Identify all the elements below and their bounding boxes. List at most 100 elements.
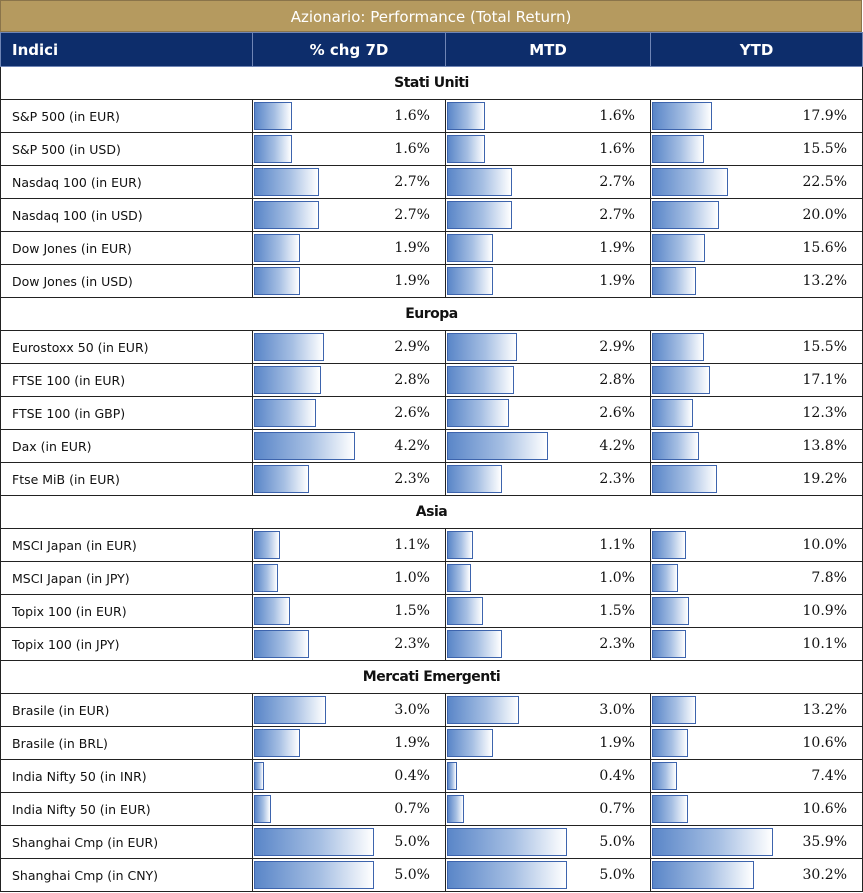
data-bar-d7: [254, 630, 309, 658]
value-cell-d7: 1.5%: [252, 594, 446, 628]
value-text-mtd: 0.7%: [599, 801, 635, 817]
data-bar-d7: [254, 795, 271, 823]
value-cell-d7: 1.9%: [252, 264, 446, 298]
table-row: Shanghai Cmp (in EUR) 5.0% 5.0% 35.9%: [0, 825, 863, 859]
value-text-ytd: 10.6%: [802, 801, 847, 817]
data-bar-mtd: [447, 597, 483, 625]
index-name: Dow Jones (in EUR): [0, 231, 253, 265]
value-cell-ytd: 35.9%: [650, 825, 863, 859]
value-cell-mtd: 2.3%: [445, 627, 651, 661]
value-cell-d7: 1.6%: [252, 132, 446, 166]
value-text-ytd: 13.2%: [802, 273, 847, 289]
value-cell-mtd: 1.5%: [445, 594, 651, 628]
value-text-mtd: 2.6%: [599, 405, 635, 421]
value-text-d7: 1.6%: [394, 108, 430, 124]
value-cell-d7: 2.7%: [252, 165, 446, 199]
value-cell-mtd: 1.6%: [445, 132, 651, 166]
value-text-ytd: 10.0%: [802, 537, 847, 553]
data-bar-ytd: [652, 861, 754, 889]
data-bar-ytd: [652, 168, 728, 196]
value-cell-ytd: 30.2%: [650, 858, 863, 892]
data-bar-mtd: [447, 531, 473, 559]
value-cell-mtd: 2.7%: [445, 198, 651, 232]
value-cell-mtd: 2.9%: [445, 330, 651, 364]
value-text-ytd: 13.2%: [802, 702, 847, 718]
table-row: FTSE 100 (in GBP) 2.6% 2.6% 12.3%: [0, 396, 863, 430]
data-bar-ytd: [652, 333, 704, 361]
value-cell-mtd: 1.6%: [445, 99, 651, 133]
table-row: MSCI Japan (in JPY) 1.0% 1.0% 7.8%: [0, 561, 863, 595]
index-name: Dow Jones (in USD): [0, 264, 253, 298]
value-text-d7: 2.7%: [394, 207, 430, 223]
table-row: Brasile (in EUR) 3.0% 3.0% 13.2%: [0, 693, 863, 727]
data-bar-d7: [254, 102, 292, 130]
value-text-d7: 2.7%: [394, 174, 430, 190]
value-text-mtd: 5.0%: [599, 867, 635, 883]
value-text-mtd: 1.5%: [599, 603, 635, 619]
data-bar-ytd: [652, 201, 719, 229]
value-cell-d7: 2.6%: [252, 396, 446, 430]
value-cell-mtd: 2.3%: [445, 462, 651, 496]
data-bar-ytd: [652, 465, 717, 493]
section-header-row: Europa: [0, 297, 863, 331]
data-bar-ytd: [652, 399, 693, 427]
value-text-ytd: 7.8%: [811, 570, 847, 586]
value-cell-mtd: 1.0%: [445, 561, 651, 595]
value-cell-d7: 0.7%: [252, 792, 446, 826]
header-row: Indici % chg 7D MTD YTD: [0, 32, 863, 67]
value-cell-mtd: 4.2%: [445, 429, 651, 463]
value-cell-d7: 1.9%: [252, 231, 446, 265]
index-name: Topix 100 (in JPY): [0, 627, 253, 661]
table-title: Azionario: Performance (Total Return): [0, 0, 862, 32]
data-bar-ytd: [652, 729, 688, 757]
value-text-d7: 1.0%: [394, 570, 430, 586]
data-bar-d7: [254, 399, 316, 427]
value-cell-ytd: 15.5%: [650, 330, 863, 364]
value-text-mtd: 5.0%: [599, 834, 635, 850]
value-cell-ytd: 19.2%: [650, 462, 863, 496]
value-text-mtd: 4.2%: [599, 438, 635, 454]
data-bar-mtd: [447, 366, 514, 394]
value-text-ytd: 12.3%: [802, 405, 847, 421]
value-text-mtd: 2.3%: [599, 636, 635, 652]
data-bar-d7: [254, 135, 292, 163]
index-name: FTSE 100 (in EUR): [0, 363, 253, 397]
index-name: Ftse MiB (in EUR): [0, 462, 253, 496]
data-bar-mtd: [447, 201, 512, 229]
table-row: Nasdaq 100 (in USD) 2.7% 2.7% 20.0%: [0, 198, 863, 232]
data-bar-mtd: [447, 333, 517, 361]
header-indici: Indici: [0, 32, 253, 67]
value-cell-mtd: 2.8%: [445, 363, 651, 397]
data-bar-ytd: [652, 366, 710, 394]
table-row: MSCI Japan (in EUR) 1.1% 1.1% 10.0%: [0, 528, 863, 562]
value-cell-ytd: 13.2%: [650, 264, 863, 298]
data-bar-d7: [254, 234, 300, 262]
table-row: Shanghai Cmp (in CNY) 5.0% 5.0% 30.2%: [0, 858, 863, 892]
data-bar-ytd: [652, 564, 678, 592]
data-bar-d7: [254, 366, 321, 394]
table-row: Ftse MiB (in EUR) 2.3% 2.3% 19.2%: [0, 462, 863, 496]
index-name: India Nifty 50 (in EUR): [0, 792, 253, 826]
value-cell-ytd: 17.1%: [650, 363, 863, 397]
index-name: Nasdaq 100 (in USD): [0, 198, 253, 232]
value-cell-d7: 2.7%: [252, 198, 446, 232]
data-bar-ytd: [652, 828, 773, 856]
value-text-d7: 4.2%: [394, 438, 430, 454]
section-title: Stati Uniti: [0, 66, 863, 100]
header-chg-7d: % chg 7D: [252, 32, 446, 67]
value-text-ytd: 15.5%: [802, 141, 847, 157]
value-cell-ytd: 10.0%: [650, 528, 863, 562]
data-bar-ytd: [652, 135, 704, 163]
value-cell-d7: 5.0%: [252, 825, 446, 859]
value-text-mtd: 2.8%: [599, 372, 635, 388]
value-text-d7: 5.0%: [394, 867, 430, 883]
data-bar-mtd: [447, 729, 493, 757]
data-bar-ytd: [652, 696, 696, 724]
value-cell-mtd: 2.6%: [445, 396, 651, 430]
data-bar-d7: [254, 861, 374, 889]
value-text-d7: 1.6%: [394, 141, 430, 157]
data-bar-mtd: [447, 432, 548, 460]
value-text-mtd: 1.9%: [599, 240, 635, 256]
value-text-ytd: 30.2%: [802, 867, 847, 883]
